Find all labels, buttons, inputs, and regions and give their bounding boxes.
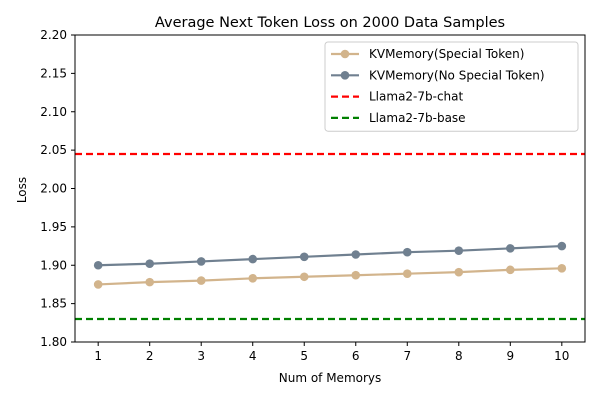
series-1-point bbox=[402, 269, 412, 278]
series-1-point bbox=[248, 273, 258, 283]
y-tick-label: 1.95 bbox=[40, 220, 67, 234]
x-tick-label: 5 bbox=[300, 349, 308, 363]
y-tick-label: 2.00 bbox=[40, 182, 67, 196]
series-2-point bbox=[93, 260, 103, 270]
series-2-point bbox=[506, 244, 515, 253]
y-tick-label: 1.80 bbox=[40, 335, 67, 349]
series-1-point bbox=[145, 277, 154, 287]
x-tick-label: 4 bbox=[249, 349, 257, 363]
x-tick-label: 2 bbox=[146, 349, 154, 363]
series-1-point bbox=[351, 270, 361, 280]
legend-swatch-marker-1 bbox=[340, 49, 350, 59]
x-tick-label: 6 bbox=[352, 349, 360, 363]
series-1-point bbox=[557, 264, 567, 273]
x-axis-label: Num of Memorys bbox=[279, 371, 382, 385]
y-tick-label: 1.85 bbox=[40, 297, 67, 311]
series-2-point bbox=[454, 246, 464, 255]
y-tick-label: 2.10 bbox=[40, 105, 67, 119]
series-2-point bbox=[351, 250, 361, 259]
series-1-point bbox=[93, 280, 103, 289]
y-tick-label: 2.15 bbox=[40, 66, 67, 80]
legend-swatch-marker-2 bbox=[340, 71, 350, 80]
series-2-point bbox=[248, 254, 258, 264]
legend: KVMemory(Special Token) KVMemory(No Speci… bbox=[324, 41, 579, 132]
series-2-point bbox=[402, 247, 412, 257]
legend-label-1: KVMemory(Special Token) bbox=[369, 47, 524, 61]
legend-label-4: Llama2-7b-base bbox=[369, 111, 466, 125]
series-1-point bbox=[454, 267, 464, 277]
legend-box bbox=[324, 41, 579, 132]
series-2-point bbox=[299, 252, 309, 262]
x-tick-label: 7 bbox=[403, 349, 411, 363]
x-tick-label: 9 bbox=[506, 349, 514, 363]
series-line-2 bbox=[98, 244, 562, 267]
series-1-point bbox=[299, 272, 309, 282]
series-1-point bbox=[196, 276, 206, 285]
series-2-point bbox=[145, 259, 154, 269]
x-tick-label: 8 bbox=[455, 349, 463, 363]
series-2-point bbox=[196, 257, 206, 266]
chart-title: Average Next Token Loss on 2000 Data Sam… bbox=[155, 15, 505, 31]
legend-label-2: KVMemory(No Special Token) bbox=[369, 68, 545, 82]
legend-label-3: Llama2-7b-chat bbox=[369, 90, 464, 104]
plot-area: 1 2 3 4 5 6 7 8 9 10 1.80 1.85 1.90 1.95 2.00 2.05 2.10 2… bbox=[40, 28, 586, 363]
series-1-point bbox=[506, 265, 515, 275]
x-tick-label: 3 bbox=[197, 349, 205, 363]
x-tick-label: 1 bbox=[94, 349, 102, 363]
y-tick-label: 1.90 bbox=[40, 258, 67, 272]
series-line-1 bbox=[98, 267, 562, 286]
x-tick-label: 10 bbox=[554, 349, 569, 363]
y-axis-label: Loss bbox=[15, 177, 29, 203]
series-2-point bbox=[557, 241, 567, 251]
y-tick-label: 2.20 bbox=[40, 28, 67, 42]
y-tick-label: 2.05 bbox=[40, 143, 67, 157]
